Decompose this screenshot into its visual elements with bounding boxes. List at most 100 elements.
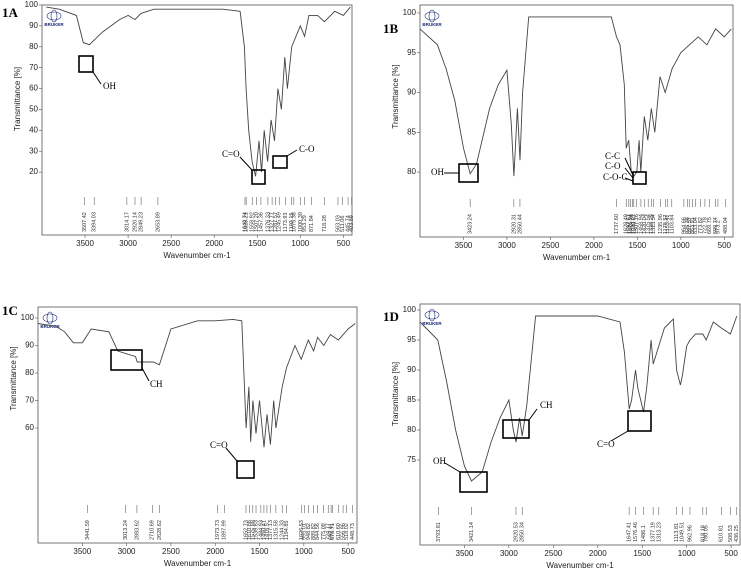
peak-label: 844.56 bbox=[315, 523, 321, 540]
peak-label: 1642.74 bbox=[242, 212, 248, 232]
x-tick-label: 2500 bbox=[542, 241, 560, 250]
peak-label: 1377.13 bbox=[268, 520, 274, 540]
peak-label: 678.71 bbox=[330, 523, 336, 540]
annotation-leader bbox=[624, 177, 634, 182]
peak-label: 1486.1 bbox=[641, 525, 647, 542]
y-axis-title: Transmittance [%] bbox=[9, 346, 18, 410]
peak-label: 962.96 bbox=[687, 525, 693, 542]
peak-label: 1178.57 bbox=[663, 215, 669, 234]
peak-label: 573.2 bbox=[715, 220, 721, 234]
x-tick-label: 500 bbox=[341, 547, 355, 556]
x-tick-label: 1000 bbox=[678, 549, 696, 558]
peak-label: 1628.49 bbox=[624, 214, 630, 234]
peak-label: 925.38 bbox=[685, 217, 691, 234]
annotation-leader bbox=[528, 408, 538, 421]
y-tick-label: 60 bbox=[25, 423, 34, 432]
y-tick-label: 100 bbox=[403, 305, 417, 314]
annotation-label: OH bbox=[103, 81, 116, 91]
peak-label: 2628.62 bbox=[157, 520, 163, 540]
peak-label: 3441.59 bbox=[85, 520, 91, 540]
peak-label: 863.91 bbox=[690, 217, 696, 234]
annotation-label: C-O-C bbox=[603, 172, 628, 182]
peak-label: 610.60 bbox=[336, 523, 342, 540]
x-tick-label: 1000 bbox=[672, 241, 690, 250]
logo-text: BRUKER bbox=[422, 321, 442, 326]
peak-label: 518.02 bbox=[344, 523, 350, 540]
peak-label: 445.74 bbox=[346, 215, 352, 232]
annotation-leader bbox=[624, 157, 634, 176]
annotation-box bbox=[272, 155, 288, 169]
logo-mark bbox=[424, 310, 440, 320]
peak-label: 448.73 bbox=[350, 523, 356, 540]
peak-label: 780.05 bbox=[704, 525, 710, 542]
peak-label: 1194.85 bbox=[284, 521, 290, 540]
x-tick-label: 2500 bbox=[162, 547, 180, 556]
x-tick-label: 1500 bbox=[628, 241, 646, 250]
logo-text: BRUKER bbox=[422, 22, 442, 27]
x-axis-title: Wavenumber cm-1 bbox=[543, 253, 611, 262]
peak-label: 1575.88 bbox=[250, 520, 256, 540]
y-tick-label: 90 bbox=[29, 21, 38, 30]
x-tick-label: 2500 bbox=[544, 549, 562, 558]
x-axis-title: Wavenumber cm-1 bbox=[164, 559, 232, 568]
peak-label: 1737.60 bbox=[614, 214, 620, 234]
logo-mark bbox=[428, 9, 436, 23]
peak-label: 964.66 bbox=[681, 217, 687, 234]
spectrum-line bbox=[419, 16, 732, 177]
annotation-box bbox=[236, 460, 255, 479]
annotation-box bbox=[110, 349, 143, 371]
logo-mark bbox=[46, 311, 54, 325]
x-tick-label: 500 bbox=[718, 241, 732, 250]
peak-label: 1507.16 bbox=[634, 214, 640, 234]
annotation-leader bbox=[141, 367, 150, 382]
peak-label: 1450.41 bbox=[261, 520, 267, 540]
peak-label: 1245.49 bbox=[277, 212, 283, 232]
peak-label: 3421.14 bbox=[469, 522, 475, 542]
peak-label: 2850.44 bbox=[517, 214, 523, 234]
peak-label: 1540.67 bbox=[631, 214, 637, 234]
x-tick-label: 500 bbox=[724, 549, 738, 558]
panel-label: 1D bbox=[383, 309, 399, 324]
x-tick-label: 3000 bbox=[119, 239, 137, 248]
peak-label: 722.78 bbox=[702, 217, 708, 234]
y-tick-label: 100 bbox=[403, 8, 417, 17]
peak-label: 508.53 bbox=[728, 525, 734, 542]
peak-label: 1610.88 bbox=[247, 520, 253, 540]
x-tick-label: 3000 bbox=[118, 547, 136, 556]
y-tick-label: 90 bbox=[407, 88, 416, 97]
y-tick-label: 70 bbox=[25, 396, 34, 405]
annotation-label: C-O bbox=[299, 144, 315, 154]
peak-label: 3014.17 bbox=[124, 212, 130, 232]
annotation-leader bbox=[239, 156, 253, 171]
spectrum-line bbox=[419, 315, 738, 482]
peak-label: 1558.34 bbox=[630, 214, 636, 234]
y-tick-label: 75 bbox=[407, 455, 416, 464]
peak-label: 692.41 bbox=[329, 523, 335, 540]
annotation-box bbox=[78, 55, 94, 73]
peak-label: 1235.96 bbox=[658, 214, 664, 234]
peak-label: 3423.24 bbox=[468, 214, 474, 234]
annotation-label: C=O bbox=[222, 149, 240, 159]
spectrum-line bbox=[37, 318, 356, 448]
y-tick-label: 80 bbox=[407, 425, 416, 434]
peak-label: 897.57 bbox=[687, 217, 693, 234]
x-tick-label: 500 bbox=[337, 239, 351, 248]
peak-label: 773.82 bbox=[698, 217, 704, 234]
peak-label: 1338.29 bbox=[649, 214, 655, 234]
peak-label: 1457.36 bbox=[258, 212, 264, 232]
peak-label: 2920.14 bbox=[132, 212, 138, 232]
x-axis-title: Wavenumber cm-1 bbox=[163, 251, 231, 260]
peak-label: 2850.34 bbox=[520, 522, 526, 542]
peak-label: 403.89 bbox=[349, 215, 355, 232]
peak-label: 2883.62 bbox=[134, 520, 140, 540]
annotation-box bbox=[632, 171, 647, 185]
peak-label: 718.28 bbox=[322, 215, 328, 232]
plot-frame bbox=[37, 306, 358, 544]
peak-label: 1652.73 bbox=[243, 520, 249, 540]
peak-label: 1000.39 bbox=[298, 212, 304, 232]
peak-label: 3394.03 bbox=[92, 212, 98, 232]
y-axis-title: Transmittance [%] bbox=[391, 362, 400, 426]
peak-label: 1103.15 bbox=[289, 213, 295, 232]
panel-label: 1C bbox=[2, 303, 18, 318]
peak-label: 1026.53 bbox=[299, 520, 305, 540]
